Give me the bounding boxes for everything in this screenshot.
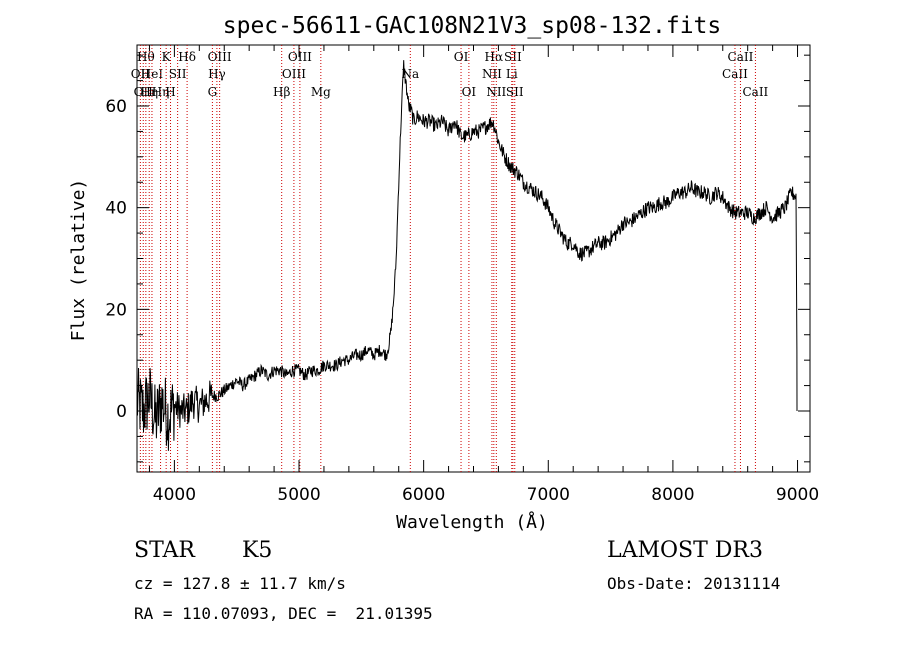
line-marker-label: CaII [722, 67, 748, 81]
line-marker-label: SII [504, 50, 522, 64]
line-marker-label: Mg [311, 85, 331, 99]
line-marker-label: H [165, 85, 175, 99]
sky-coordinates: RA = 110.07093, DEC = 21.01395 [134, 604, 433, 623]
line-marker-label: OIII [208, 50, 232, 64]
object-class: STAR [134, 538, 195, 563]
line-marker-label: NII [482, 67, 502, 81]
line-marker-label: Na [401, 67, 419, 81]
line-marker-label: SII [506, 85, 524, 99]
x-tick-label: 7000 [527, 485, 570, 505]
line-marker-label: G [208, 85, 218, 99]
line-marker-label: Hα [485, 50, 504, 64]
line-marker-label: OIII [288, 50, 312, 64]
x-tick-label: 4000 [153, 485, 196, 505]
line-marker-label: Hθ [137, 50, 155, 64]
line-marker-label: OI [462, 85, 477, 99]
y-tick-label: 60 [105, 97, 127, 117]
x-axis-label: Wavelength (Å) [396, 511, 548, 533]
survey-name: LAMOST DR3 [607, 538, 763, 563]
line-marker-label: CaII [742, 85, 768, 99]
object-subclass: K5 [242, 538, 273, 563]
redshift-velocity: cz = 127.8 ± 11.7 km/s [134, 574, 346, 593]
observation-date: Obs-Date: 20131114 [607, 574, 781, 593]
line-marker-label: OI [454, 50, 469, 64]
line-marker-label: HeI [141, 67, 164, 81]
x-tick-label: 8000 [651, 485, 694, 505]
line-marker-label: Hη [140, 85, 158, 99]
axis-ticks: 4000 5000 6000 7000 8000 9000 0 20 40 60 [105, 45, 819, 505]
chart-title: spec-56611-GAC108N21V3_sp08-132.fits [223, 13, 722, 39]
y-tick-label: 20 [105, 300, 127, 320]
y-axis-label: Flux (relative) [68, 179, 89, 342]
x-tick-label: 6000 [402, 485, 445, 505]
x-tick-label: 9000 [776, 485, 819, 505]
line-marker-label: CaII [728, 50, 754, 64]
line-marker-label: Li [506, 67, 518, 81]
line-marker-label: Hγ [208, 67, 226, 81]
y-tick-label: 0 [116, 402, 127, 422]
line-marker-label: K [162, 50, 172, 64]
line-marker-label: OIII [282, 67, 306, 81]
line-marker-label: OII [134, 85, 154, 99]
line-marker-label: OII [131, 67, 151, 81]
line-marker-label: SII [169, 67, 187, 81]
line-marker-label: Hη [152, 85, 170, 99]
line-marker-label: Hβ [273, 85, 290, 99]
plot-frame [136, 44, 811, 473]
line-marker-label: Hδ [178, 50, 196, 64]
spectral-line-markers: OII OII Hθ Hη HeI Hη K H SII Hδ G Hγ OIII Hβ OIII OIII M… [131, 45, 769, 472]
line-marker-label: NII [486, 85, 506, 99]
y-tick-label: 40 [105, 199, 127, 219]
x-tick-label: 5000 [277, 485, 320, 505]
spectrum-line [136, 60, 798, 451]
